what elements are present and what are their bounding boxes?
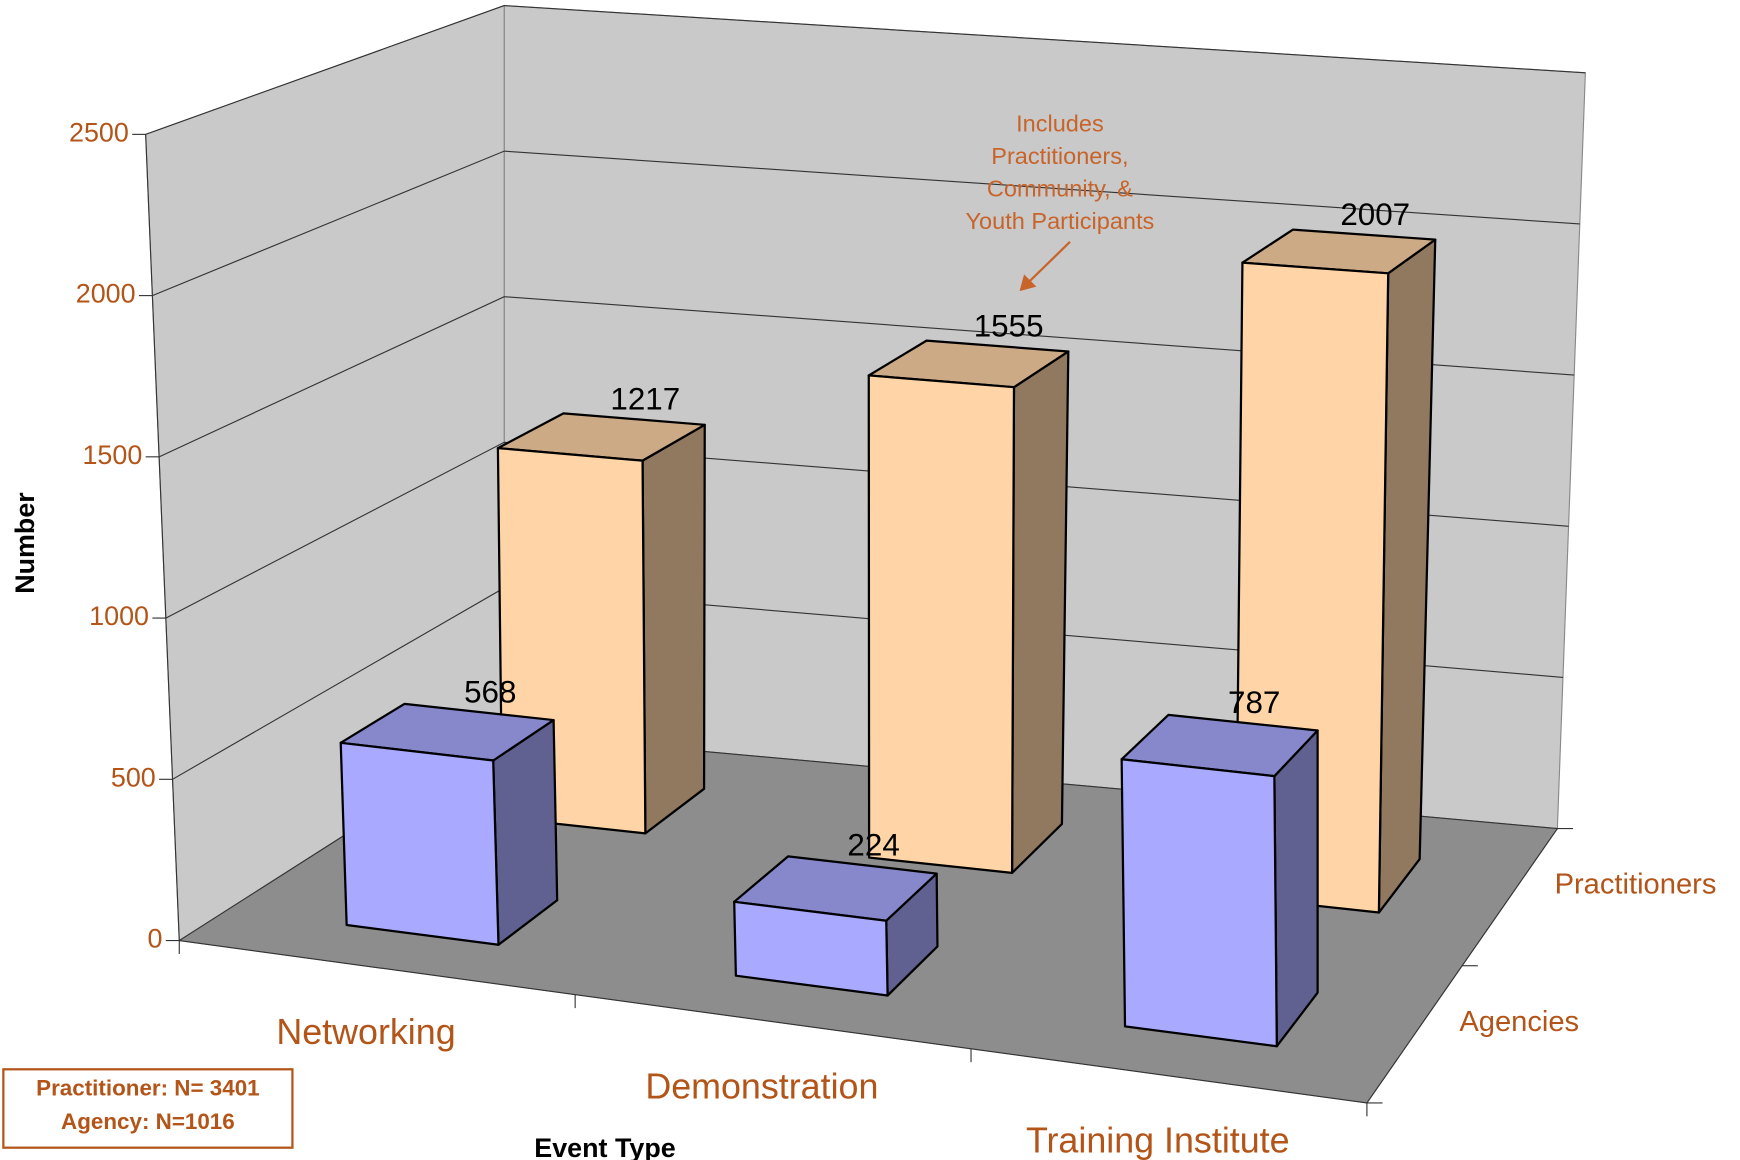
- bar-side: [641, 423, 706, 835]
- bar-side: [1010, 350, 1070, 875]
- note-box: [2, 1068, 294, 1149]
- bar-front: [733, 900, 889, 997]
- y-tick-label: 2000: [76, 279, 136, 309]
- grid-line: [165, 441, 1569, 619]
- x-tick-label: Demonstration: [645, 1066, 878, 1106]
- series-label: Practitioners: [1555, 869, 1717, 901]
- data-label: 2007: [1340, 197, 1410, 232]
- data-label: 1217: [610, 381, 680, 416]
- data-label: 568: [464, 674, 516, 709]
- y-tick-label: 2500: [69, 117, 129, 147]
- x-axis: [179, 939, 1367, 1104]
- data-label: 1555: [974, 308, 1044, 343]
- grid-line: [152, 150, 1580, 297]
- x-axis-title: Event Type: [534, 1133, 675, 1160]
- series-label: Agencies: [1459, 1006, 1579, 1038]
- annotation: Youth Participants: [966, 208, 1155, 234]
- y-axis: [145, 134, 180, 941]
- annotation: Includes: [1016, 111, 1104, 137]
- note-line: Practitioner: N= 3401: [36, 1075, 259, 1100]
- y-axis-title: Number: [10, 492, 40, 594]
- bar-front: [339, 741, 500, 946]
- x-tick-label: Networking: [276, 1012, 455, 1052]
- grid-line: [158, 296, 1575, 458]
- bar-front: [1120, 758, 1278, 1048]
- data-label: 787: [1228, 685, 1280, 720]
- data-label: 224: [847, 827, 899, 862]
- annotation: Practitioners,: [991, 143, 1128, 169]
- y-tick-label: 1500: [82, 440, 142, 470]
- y-tick-label: 500: [111, 762, 156, 792]
- x-tick-label: Training Institute: [1026, 1120, 1290, 1160]
- bar-front: [867, 374, 1016, 875]
- annotation-arrowhead: [1019, 274, 1037, 292]
- bar-side: [1273, 729, 1319, 1048]
- grid-line: [145, 5, 1586, 135]
- y-tick-label: 1000: [89, 601, 149, 631]
- annotation: Community, &: [987, 176, 1133, 202]
- annotation-arrow: [1025, 241, 1071, 286]
- note-line: Agency: N=1016: [61, 1109, 235, 1134]
- y-tick-label: 0: [148, 924, 163, 954]
